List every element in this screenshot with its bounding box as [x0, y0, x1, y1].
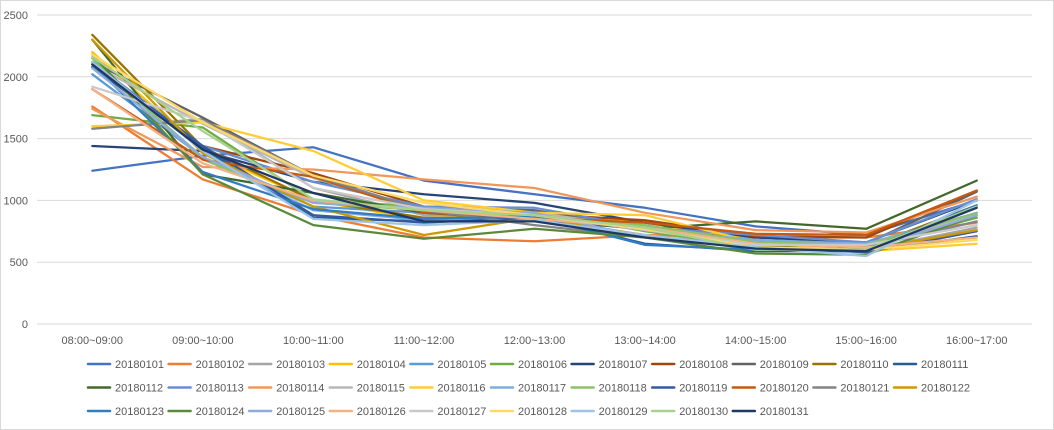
legend-item: 20180111 — [892, 359, 968, 371]
legend-item: 20180120 — [731, 383, 809, 395]
legend-label: 20180129 — [599, 406, 648, 418]
legend-label: 20180115 — [357, 383, 405, 395]
legend-label: 20180120 — [760, 383, 809, 395]
x-tick-label: 10:00~11:00 — [283, 335, 344, 347]
legend-item: 20180128 — [489, 406, 567, 418]
legend-item: 20180107 — [570, 359, 648, 371]
series-lines — [91, 33, 978, 258]
legend-item: 20180113 — [167, 383, 244, 395]
legend-label: 20180108 — [679, 359, 728, 371]
legend-label: 20180122 — [921, 383, 970, 395]
legend-label: 20180111 — [921, 359, 968, 371]
x-tick-label: 14:00~15:00 — [725, 335, 786, 347]
series-line-20180131 — [91, 63, 978, 253]
legend-item: 20180119 — [650, 383, 727, 395]
legend-item: 20180103 — [247, 359, 325, 371]
legend-item: 20180105 — [409, 359, 486, 371]
legend-item: 20180123 — [86, 406, 164, 418]
legend-item: 20180101 — [86, 359, 164, 371]
legend-item: 20180131 — [731, 406, 809, 418]
y-tick-label: 2500 — [4, 10, 28, 22]
legend-label: 20180116 — [437, 383, 485, 395]
legend-item: 20180126 — [328, 406, 406, 418]
x-tick-label: 11:00~12:00 — [394, 335, 455, 347]
legend-label: 20180121 — [840, 383, 889, 395]
series-line-20180126 — [91, 88, 978, 249]
legend-label: 20180126 — [357, 406, 406, 418]
legend-label: 20180107 — [599, 359, 648, 371]
legend-item: 20180121 — [812, 383, 889, 395]
legend-label: 20180131 — [760, 406, 809, 418]
legend-item: 20180117 — [489, 383, 566, 395]
legend-label: 20180103 — [276, 359, 325, 371]
x-tick-label: 08:00~09:00 — [62, 335, 123, 347]
y-axis-tick-labels: 0 500 1000 1500 2000 2500 — [4, 10, 28, 331]
legend-item: 20180114 — [247, 383, 324, 395]
legend-item: 20180112 — [86, 383, 163, 395]
x-tick-label: 09:00~10:00 — [172, 335, 233, 347]
legend-label: 20180124 — [196, 406, 245, 418]
legend-label: 20180104 — [357, 359, 406, 371]
legend-item: 20180130 — [650, 406, 728, 418]
legend-label: 20180118 — [599, 383, 647, 395]
x-tick-label: 13:00~14:00 — [614, 335, 675, 347]
legend-item: 20180124 — [167, 406, 245, 418]
legend-label: 20180110 — [840, 359, 888, 371]
x-tick-label: 16:00~17:00 — [946, 335, 1007, 347]
series-line-20180124 — [91, 53, 978, 256]
legend-item: 20180102 — [167, 359, 245, 371]
legend-item: 20180116 — [409, 383, 486, 395]
y-tick-label: 500 — [10, 257, 28, 269]
legend-label: 20180127 — [437, 406, 486, 418]
series-line-20180129 — [91, 60, 978, 258]
legend-label: 20180114 — [276, 383, 324, 395]
legend-item: 20180115 — [328, 383, 405, 395]
y-tick-label: 1000 — [4, 195, 28, 207]
legend-item: 20180104 — [328, 359, 406, 371]
legend-item: 20180108 — [650, 359, 728, 371]
legend-label: 20180102 — [196, 359, 245, 371]
gridlines — [37, 14, 1032, 325]
legend-item: 20180125 — [247, 406, 325, 418]
y-tick-label: 0 — [22, 319, 28, 331]
series-line-20180113 — [91, 60, 978, 244]
legend-label: 20180130 — [679, 406, 728, 418]
legend-item: 20180122 — [892, 383, 970, 395]
legend: 20180101 20180102 20180103 20180104 20180105… — [86, 359, 970, 418]
y-tick-label: 1500 — [4, 134, 28, 146]
legend-item: 20180110 — [812, 359, 889, 371]
legend-item: 20180129 — [570, 406, 648, 418]
legend-item: 20180109 — [731, 359, 809, 371]
legend-label: 20180128 — [518, 406, 567, 418]
x-axis-tick-labels: 08:00~09:00 09:00~10:00 10:00~11:00 11:00~1… — [62, 335, 1008, 347]
legend-label: 20180106 — [518, 359, 567, 371]
legend-label: 20180119 — [679, 383, 727, 395]
legend-item: 20180127 — [409, 406, 486, 418]
legend-label: 20180109 — [760, 359, 809, 371]
legend-label: 20180113 — [196, 383, 244, 395]
legend-label: 20180125 — [276, 406, 325, 418]
y-tick-label: 2000 — [4, 72, 28, 84]
legend-label: 20180117 — [518, 383, 566, 395]
x-tick-label: 12:00~13:00 — [504, 335, 565, 347]
legend-label: 20180123 — [115, 406, 164, 418]
x-tick-label: 15:00~16:00 — [835, 335, 896, 347]
legend-label: 20180112 — [115, 383, 163, 395]
legend-label: 20180105 — [437, 359, 486, 371]
legend-item: 20180106 — [489, 359, 567, 371]
legend-item: 20180118 — [570, 383, 647, 395]
legend-label: 20180101 — [115, 359, 164, 371]
